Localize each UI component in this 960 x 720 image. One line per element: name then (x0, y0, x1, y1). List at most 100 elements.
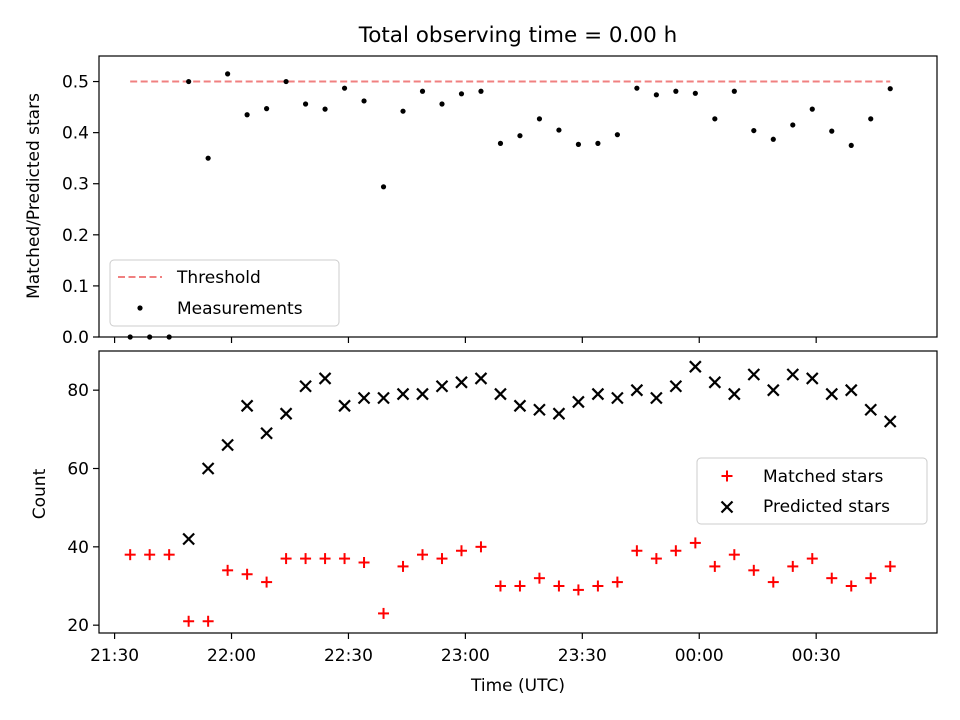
top-axes-frame (98, 55, 938, 338)
matched-star-point (514, 580, 526, 592)
predicted-star-point (728, 387, 741, 401)
predicted-star-point (338, 399, 351, 413)
predicted-star-point (494, 387, 507, 401)
predicted-star-point (533, 403, 546, 417)
bottom-y-tick-label: 20 (67, 616, 89, 636)
bottom-y-tick-label: 40 (67, 538, 89, 558)
matched-star-point (553, 580, 565, 592)
matched-star-point (124, 549, 136, 561)
matched-star-point (397, 560, 409, 572)
predicted-star-point (318, 372, 332, 385)
top-legend-box (109, 259, 340, 327)
x-axis-label: Time (UTC) (470, 676, 565, 696)
legend-predicted-swatch (720, 500, 734, 514)
predicted-star-point-b (591, 387, 605, 401)
predicted-star-point-b (708, 376, 722, 389)
predicted-star-point-b (786, 368, 800, 381)
bottom-x-tick-label: 23:00 (441, 646, 490, 666)
predicted-star-point-b (494, 387, 507, 401)
legend-matched-marker-shape (721, 470, 733, 482)
matched-star-point (533, 572, 545, 584)
predicted-star-point (299, 379, 312, 393)
top-y-tick-label: 0.5 (62, 73, 89, 93)
measurement-point (751, 127, 757, 134)
bottom-marks (124, 360, 897, 627)
predicted-star-point-b (650, 391, 663, 405)
predicted-star-point (435, 379, 449, 393)
predicted-star-point (552, 407, 566, 420)
matched-star-point (358, 557, 370, 568)
predicted-star-point (260, 426, 273, 440)
predicted-star-point (182, 532, 195, 546)
matched-star-point (163, 549, 175, 561)
measurement-point (458, 91, 465, 97)
measurement-point (829, 128, 835, 134)
measurement-point (556, 127, 562, 133)
legend-threshold-label: Threshold (176, 268, 261, 288)
predicted-star-point-b (689, 360, 702, 373)
predicted-star-point-b (611, 391, 624, 405)
predicted-star-point (396, 387, 410, 401)
predicted-star-point-b (844, 383, 858, 397)
measurement-point (361, 98, 367, 104)
top-y-tick-label: 0.4 (62, 124, 89, 144)
measurement-point (634, 85, 640, 91)
matched-star-point (241, 568, 253, 580)
measurement-point (887, 86, 893, 92)
bottom-axes: 20 40 60 80 21:30 22:00 22:30 23:00 23:30 00:00 00… (67, 350, 938, 666)
predicted-star-point (591, 387, 605, 401)
measurement-point (536, 116, 543, 122)
predicted-star-point-b (416, 387, 429, 401)
predicted-star-point-b (474, 372, 488, 385)
matched-star-point (455, 545, 467, 557)
predicted-star-point-b (260, 426, 273, 440)
predicted-star-point (786, 368, 800, 381)
predicted-star-point-b (864, 403, 878, 417)
predicted-star-point-b (513, 399, 527, 413)
predicted-star-point-b (825, 387, 839, 401)
predicted-star-point-b (182, 532, 195, 546)
predicted-star-point-b (435, 379, 449, 393)
measurement-point (497, 140, 504, 146)
measurement-point (478, 88, 484, 94)
predicted-star-point-b (318, 372, 332, 385)
predicted-star-point (611, 391, 624, 405)
measurement-point (439, 101, 445, 107)
predicted-star-point (669, 379, 683, 393)
matched-star-point (806, 553, 818, 565)
measurement-point (712, 116, 718, 122)
predicted-star-point-b (221, 438, 234, 452)
predicted-star-point-b (338, 399, 351, 413)
matched-star-point (650, 553, 662, 565)
predicted-star-point-b (357, 391, 371, 405)
predicted-star-point (474, 372, 488, 385)
predicted-star-point (883, 415, 897, 428)
predicted-star-point (805, 372, 819, 385)
matched-star-point (319, 553, 331, 565)
bottom-y-tick-label: 60 (67, 460, 89, 480)
measurement-point (341, 85, 348, 91)
predicted-star-point (377, 391, 390, 405)
top-marks (127, 71, 893, 340)
matched-star-point (826, 572, 838, 584)
matched-star-point (339, 553, 351, 565)
predicted-star-point-b (396, 387, 410, 401)
predicted-star-point (708, 376, 722, 389)
measurement-point (244, 112, 250, 118)
matched-star-point (845, 580, 857, 592)
bottom-x-tick-label: 21:30 (90, 646, 139, 666)
predicted-star-point-b (805, 372, 819, 385)
matched-star-point (572, 584, 584, 596)
matched-star-point (767, 576, 779, 588)
measurement-point (302, 101, 309, 107)
measurement-point (653, 92, 659, 98)
matched-star-point (611, 576, 623, 588)
top-y-tick-label: 0.2 (62, 226, 89, 246)
predicted-star-point (844, 383, 858, 397)
measurement-point (400, 108, 406, 114)
predicted-star-point (747, 368, 761, 381)
legend-matched-label: Matched stars (763, 467, 883, 487)
bottom-y-tick-label: 80 (67, 381, 89, 401)
predicted-star-point-b (533, 403, 546, 417)
